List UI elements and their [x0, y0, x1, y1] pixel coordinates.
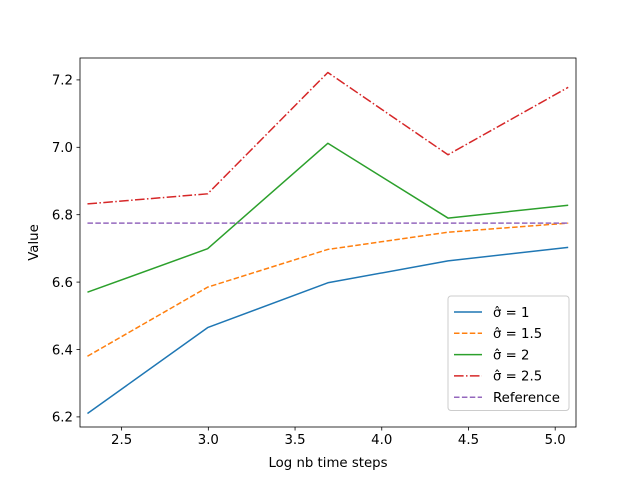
x-tick-label: 3.5 [284, 433, 305, 448]
legend-label: Reference [493, 391, 560, 406]
series-line-3 [87, 142, 569, 293]
plot-frame [79, 57, 577, 428]
ticks-layer: 2.5 3.0 3.5 4.0 4.5 5.0 6.2 6.4 6.6 6.8 7.0 7.2 [52, 74, 566, 448]
y-tick-label: 6.4 [52, 343, 73, 358]
y-tick-label: 7.2 [52, 74, 73, 89]
y-tick-label: 6.8 [52, 208, 73, 223]
legend-label: σ̂ = 2 [493, 347, 529, 363]
legend-box [447, 295, 570, 411]
series-line-4 [87, 71, 569, 205]
series-line-1 [87, 246, 569, 415]
y-axis-label: Value [27, 224, 42, 261]
x-tick-label: 2.5 [111, 433, 132, 448]
series-layer [87, 71, 569, 415]
y-tick-label: 7.0 [52, 141, 73, 156]
legend-label: σ̂ = 1.5 [493, 326, 542, 342]
x-tick-label: 4.5 [458, 433, 479, 448]
x-axis-label: Log nb time steps [268, 456, 387, 471]
series-line-2 [87, 222, 569, 357]
legend: σ̂ = 1 σ̂ = 1.5 σ̂ = 2 σ̂ = 2.5 Reference [447, 295, 570, 411]
x-tick-label: 5.0 [545, 433, 566, 448]
legend-label: σ̂ = 1 [493, 305, 529, 321]
y-tick-label: 6.6 [52, 276, 73, 291]
legend-label: σ̂ = 2.5 [493, 369, 542, 385]
y-tick-label: 6.2 [52, 411, 73, 426]
x-tick-label: 3.0 [198, 433, 219, 448]
x-tick-label: 4.0 [371, 433, 392, 448]
